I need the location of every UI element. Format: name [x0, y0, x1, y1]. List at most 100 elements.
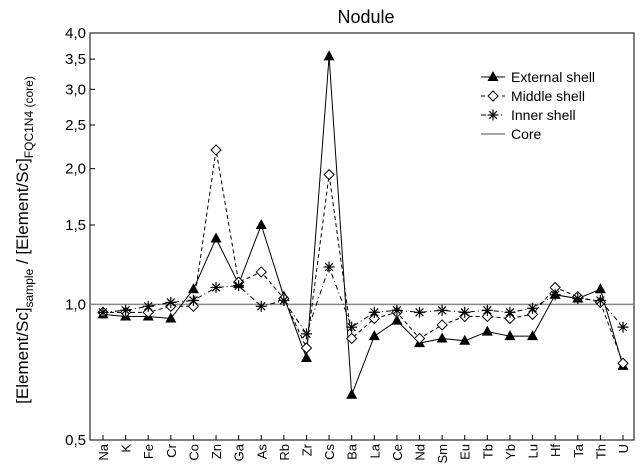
asterisk-marker	[346, 321, 358, 333]
y-tick-label: 1,5	[65, 217, 86, 234]
asterisk-marker	[255, 300, 267, 312]
middle-shell-series	[97, 144, 629, 369]
y-tick-label: 3,0	[65, 81, 86, 98]
legend-item-external-shell: External shell	[481, 69, 595, 85]
triangle-marker	[594, 283, 606, 294]
y-tick-label: 2,0	[65, 161, 86, 178]
diamond-marker	[481, 310, 494, 323]
asterisk-marker	[527, 302, 539, 314]
asterisk-marker	[459, 306, 471, 318]
legend-item-inner-shell: Inner shell	[481, 107, 576, 123]
asterisk-marker	[120, 304, 132, 316]
triangle-marker	[391, 314, 403, 325]
x-tick-label: Ba	[345, 443, 360, 460]
x-tick-label: Zn	[209, 444, 224, 459]
x-tick-label: Ce	[390, 444, 405, 461]
y-tick-label: 4,0	[65, 25, 86, 42]
legend-label: Core	[511, 126, 542, 142]
y-tick-label: 0,5	[65, 432, 86, 449]
y-axis-label-part: FQC1N4 (core)	[22, 76, 36, 158]
x-tick-label: Fe	[141, 444, 156, 459]
diamond-marker	[345, 332, 358, 345]
diamond-marker	[487, 90, 499, 102]
triangle-marker	[255, 218, 267, 229]
y-tick-label: 3,5	[65, 51, 86, 68]
asterisk-marker	[487, 109, 499, 121]
triangle-marker	[300, 352, 312, 363]
diamond-marker	[436, 319, 448, 331]
triangle-marker	[368, 330, 380, 341]
triangle-marker	[487, 71, 499, 81]
triangle-marker	[165, 312, 177, 323]
plot-frame	[89, 32, 635, 441]
y-axis-label: [Element/Sc]sample / [Element/Sc]FQC1N4 …	[13, 76, 36, 404]
x-tick-label: Cs	[322, 444, 337, 460]
legend-label: Middle shell	[511, 88, 585, 104]
diamond-marker	[526, 308, 539, 321]
asterisk-marker	[323, 261, 335, 273]
asterisk-marker	[481, 304, 493, 316]
x-tick-label: As	[254, 444, 269, 460]
diamond-marker	[323, 168, 335, 181]
x-tick-label: Ta	[571, 443, 586, 458]
triangle-marker	[210, 232, 222, 243]
triangle-marker	[436, 332, 448, 343]
diamond-marker	[210, 144, 222, 156]
asterisk-marker	[187, 294, 199, 306]
diamond-marker	[368, 312, 381, 325]
x-tick-label: Co	[186, 444, 201, 461]
asterisk-marker	[165, 296, 177, 308]
legend-item-core: Core	[481, 126, 542, 142]
asterisk-marker	[368, 306, 380, 318]
series-layer	[97, 50, 629, 399]
x-tick-label: Hf	[548, 444, 563, 457]
diamond-marker	[142, 306, 154, 319]
x-tick-label: Sm	[435, 444, 450, 464]
y-axis-label-part: [Element/Sc]	[13, 307, 32, 403]
middle-shell-line	[103, 149, 624, 364]
x-tick-label: Zr	[299, 443, 314, 456]
triangle-marker	[504, 330, 516, 341]
y-axis-label-part: / [Element/Sc]	[13, 158, 32, 269]
triangle-marker	[459, 334, 471, 345]
triangle-marker	[481, 325, 493, 336]
asterisk-marker	[233, 280, 245, 292]
chart-title: Nodule	[337, 7, 394, 27]
diamond-marker	[413, 332, 426, 345]
x-tick-label: Th	[593, 444, 608, 459]
triangle-marker	[527, 330, 539, 341]
triangle-marker	[187, 283, 199, 294]
legend-item-middle-shell: Middle shell	[481, 88, 585, 104]
y-tick-label: 1,0	[65, 296, 86, 313]
asterisk-marker	[142, 300, 154, 312]
x-tick-label: Cr	[164, 443, 179, 457]
triangle-marker	[323, 50, 335, 61]
asterisk-marker	[549, 289, 561, 301]
x-tick-label: K	[119, 444, 134, 453]
x-tick-label: Lu	[526, 444, 541, 458]
asterisk-marker	[504, 306, 516, 318]
external-shell-line	[102, 56, 624, 395]
x-tick-label: La	[367, 443, 382, 458]
x-tick-label: Nd	[413, 444, 428, 461]
x-tick-label: U	[616, 444, 631, 453]
asterisk-marker	[414, 306, 426, 318]
y-axis-label-part: sample	[22, 268, 36, 307]
inner-shell-series	[97, 261, 629, 340]
external-shell-series	[97, 50, 629, 399]
asterisk-marker	[594, 294, 606, 306]
x-tick-label: Na	[96, 443, 111, 460]
legend-label: External shell	[511, 69, 595, 85]
legend-label: Inner shell	[511, 107, 576, 123]
x-tick-label: Ga	[232, 443, 247, 461]
triangle-marker	[346, 388, 358, 399]
asterisk-marker	[391, 304, 403, 316]
x-tick-label: Tb	[480, 444, 495, 459]
asterisk-marker	[300, 328, 312, 340]
asterisk-marker	[572, 293, 584, 305]
asterisk-marker	[617, 321, 629, 333]
diamond-marker	[300, 342, 313, 354]
inner-shell-line	[102, 265, 624, 335]
legend: External shell Middle shell Inner shell Cor…	[481, 69, 595, 142]
